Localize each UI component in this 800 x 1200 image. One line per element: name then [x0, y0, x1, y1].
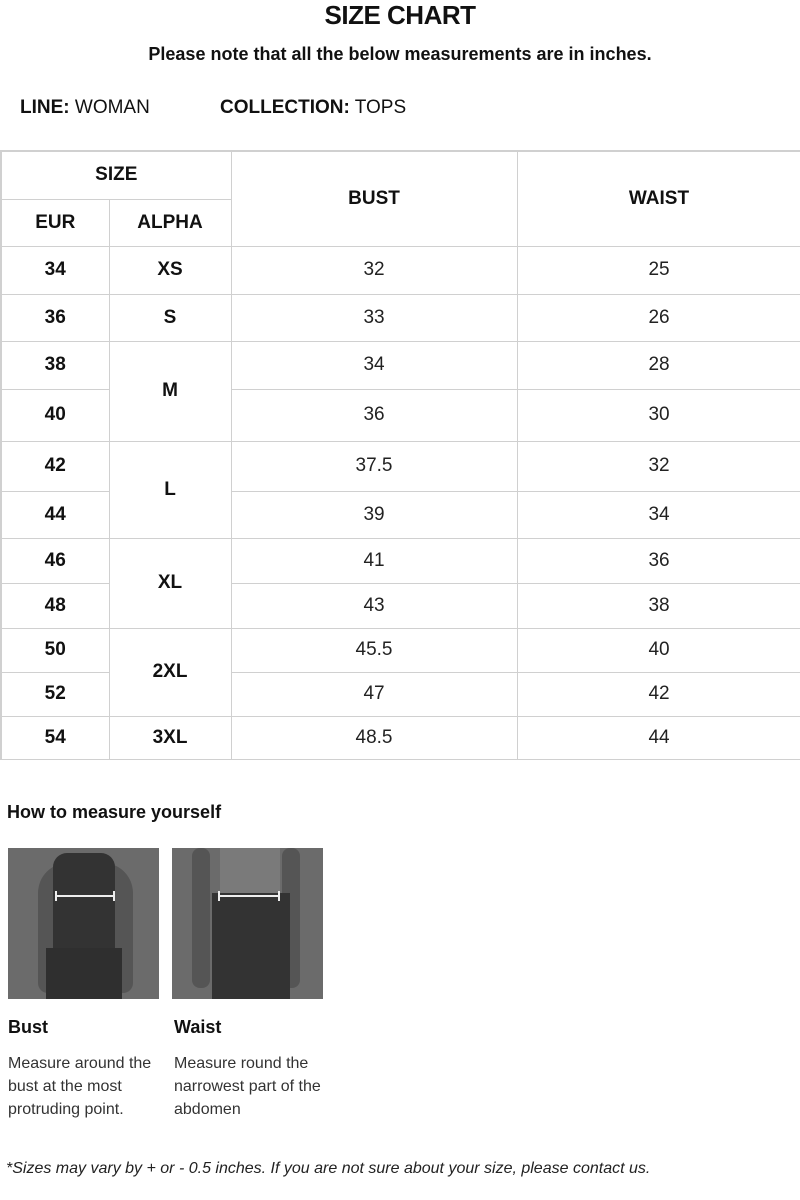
- waist-cell: 34: [516, 490, 800, 539]
- waist-cell: 30: [516, 388, 800, 442]
- table-row: 34 XS 32 25: [0, 245, 800, 295]
- alpha-size-cell: XL: [108, 537, 232, 629]
- waist-cell: 44: [516, 715, 800, 760]
- waist-measure-image: [172, 848, 323, 999]
- waist-cell: 32: [516, 440, 800, 492]
- eur-size-cell: 52: [0, 671, 110, 717]
- table-row: 46 XL 41 36: [0, 537, 800, 629]
- header-waist: WAIST: [516, 150, 800, 247]
- bust-cell: 45.5: [230, 627, 518, 673]
- eur-size-cell: 38: [0, 340, 110, 390]
- alpha-size-cell: M: [108, 340, 232, 442]
- eur-size-cell: 50: [0, 627, 110, 673]
- table-row: 48 43 38: [0, 582, 800, 629]
- bust-description: Measure around the bust at the most prot…: [8, 1055, 152, 1118]
- collection-label: COLLECTION:: [220, 97, 350, 118]
- eur-size-cell: 34: [0, 245, 110, 295]
- bust-cell: 48.5: [230, 715, 518, 760]
- page-title: SIZE CHART: [324, 0, 477, 30]
- table-row: 50 2XL 45.5 40: [0, 627, 800, 717]
- waist-cell: 28: [516, 340, 800, 390]
- bust-cell: 43: [230, 582, 518, 629]
- eur-size-cell: 48: [0, 582, 110, 629]
- bust-cell: 32: [230, 245, 518, 295]
- eur-size-cell: 40: [0, 388, 110, 442]
- howto-title: How to measure yourself: [7, 802, 222, 822]
- table-row: 36 S 33 26: [0, 293, 800, 342]
- bust-cell: 34: [230, 340, 518, 390]
- header-size: SIZE: [0, 150, 232, 200]
- table-row: 54 3XL 48.5 44: [0, 715, 800, 760]
- waist-cell: 36: [516, 537, 800, 584]
- bust-cell: 37.5: [230, 440, 518, 492]
- bust-cell: 47: [230, 671, 518, 717]
- bust-measure-image: [8, 848, 159, 999]
- waist-cell: 38: [516, 582, 800, 629]
- alpha-size-cell: XS: [108, 245, 232, 295]
- eur-size-cell: 46: [0, 537, 110, 584]
- header-bust: BUST: [230, 150, 518, 247]
- eur-size-cell: 54: [0, 715, 110, 760]
- alpha-size-cell: L: [108, 440, 232, 539]
- footnote: *Sizes may vary by + or - 0.5 inches. If…: [6, 1160, 651, 1177]
- eur-size-cell: 42: [0, 440, 110, 492]
- bust-cell: 39: [230, 490, 518, 539]
- alpha-size-cell: 2XL: [108, 627, 232, 717]
- line-label: LINE:: [20, 97, 70, 118]
- bust-label: Bust: [8, 1017, 48, 1037]
- collection-info: COLLECTION: TOPS: [220, 97, 406, 119]
- alpha-size-cell: S: [108, 293, 232, 342]
- waist-cell: 40: [516, 627, 800, 673]
- line-info: LINE: WOMAN: [20, 97, 150, 119]
- waist-cell: 25: [516, 245, 800, 295]
- line-value: WOMAN: [74, 97, 150, 118]
- table-row: 38 M 34 28: [0, 340, 800, 442]
- bust-cell: 41: [230, 537, 518, 584]
- header-alpha: ALPHA: [108, 198, 232, 247]
- waist-label: Waist: [174, 1017, 222, 1037]
- alpha-size-cell: 3XL: [108, 715, 232, 760]
- table-row: 42 L 37.5 32: [0, 440, 800, 539]
- units-note: Please note that all the below measureme…: [148, 44, 652, 64]
- waist-description: Measure round the narrowest part of the …: [174, 1055, 321, 1118]
- eur-size-cell: 36: [0, 293, 110, 342]
- table-row: 52 47 42: [0, 671, 800, 717]
- header-eur: EUR: [0, 198, 110, 247]
- bust-cell: 36: [230, 388, 518, 442]
- eur-size-cell: 44: [0, 490, 110, 539]
- collection-value: TOPS: [354, 97, 407, 118]
- waist-cell: 42: [516, 671, 800, 717]
- bust-cell: 33: [230, 293, 518, 342]
- waist-cell: 26: [516, 293, 800, 342]
- size-table: SIZE BUST WAIST EUR ALPHA 34 XS 32 25 36 S 33 2…: [0, 150, 800, 760]
